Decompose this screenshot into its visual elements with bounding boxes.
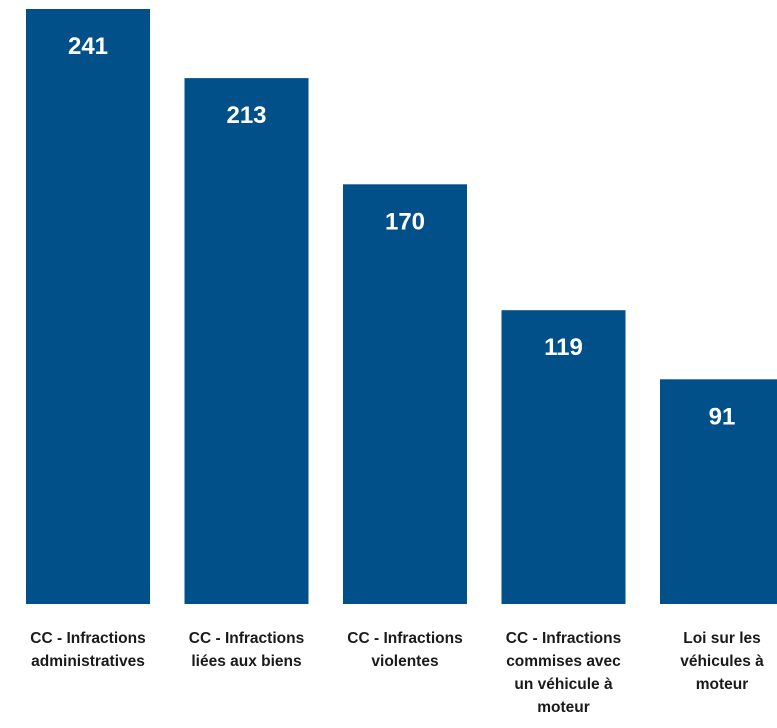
- category-label-5: Loi sur les véhicules à moteur: [680, 630, 764, 693]
- category-label-line: Loi sur les: [683, 630, 761, 647]
- bar-value-label-1: 241: [68, 33, 108, 60]
- category-label-line: CC - Infractions: [30, 630, 145, 647]
- bar-4: [501, 310, 626, 604]
- bar-3: [343, 184, 467, 605]
- bar-value-label-5: 91: [709, 403, 736, 430]
- category-label-line: CC - Infractions: [347, 630, 462, 647]
- value-labels-group: 241 213 170 119 91: [68, 33, 735, 430]
- bars-group: [26, 9, 777, 605]
- category-label-line: moteur: [696, 676, 749, 693]
- category-label-4: CC - Infractions commises avec un véhicule…: [506, 630, 621, 716]
- category-label-line: liées aux biens: [191, 653, 301, 670]
- category-label-line: CC - Infractions: [189, 630, 304, 647]
- category-label-line: violentes: [371, 653, 438, 670]
- bar-value-label-4: 119: [544, 334, 583, 361]
- category-label-line: véhicules à: [680, 653, 764, 670]
- category-label-line: un véhicule à: [514, 676, 613, 693]
- category-label-line: CC - Infractions: [506, 630, 621, 647]
- category-label-3: CC - Infractions violentes: [347, 630, 462, 670]
- category-label-1: CC - Infractions administratives: [30, 630, 145, 670]
- bar-1: [26, 9, 150, 604]
- category-label-line: commises avec: [506, 653, 621, 670]
- category-label-line: administratives: [31, 653, 145, 670]
- bar-value-label-2: 213: [226, 102, 266, 129]
- bar-2: [184, 78, 309, 605]
- bar-value-label-3: 170: [385, 208, 425, 235]
- category-label-2: CC - Infractions liées aux biens: [189, 630, 304, 670]
- bar-5: [660, 379, 777, 604]
- category-label-line: moteur: [537, 699, 590, 716]
